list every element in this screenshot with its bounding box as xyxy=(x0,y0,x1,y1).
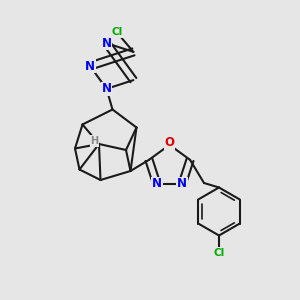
Text: N: N xyxy=(85,59,95,73)
Text: N: N xyxy=(177,178,187,190)
Text: N: N xyxy=(152,178,162,190)
Text: H: H xyxy=(90,136,99,146)
Text: N: N xyxy=(102,37,112,50)
Text: Cl: Cl xyxy=(213,248,225,258)
Text: N: N xyxy=(102,82,112,95)
Text: O: O xyxy=(164,136,175,149)
Text: Cl: Cl xyxy=(111,27,122,38)
